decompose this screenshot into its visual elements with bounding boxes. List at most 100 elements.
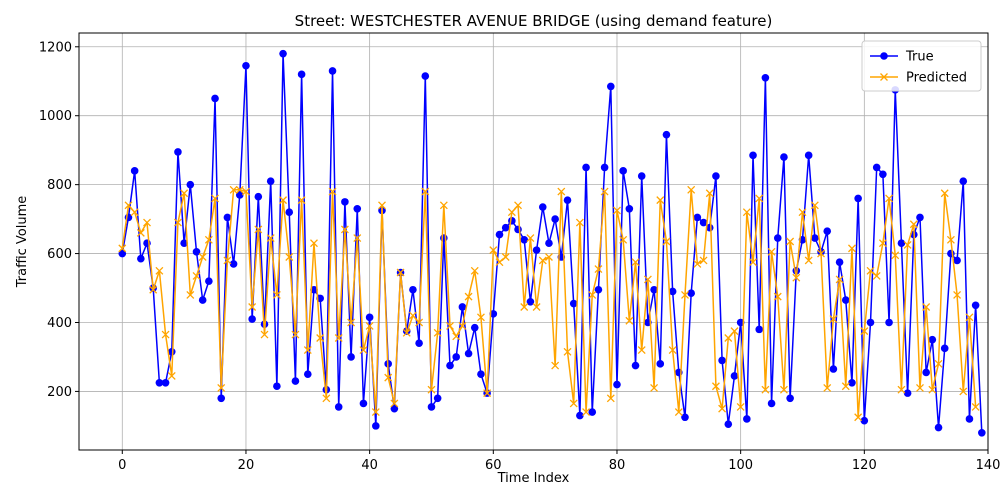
data-point	[835, 275, 844, 284]
legend-swatch-marker	[880, 73, 888, 81]
data-point	[625, 204, 634, 213]
data-point	[959, 387, 968, 396]
x-tick-label: 0	[118, 458, 126, 473]
data-point	[773, 234, 782, 242]
data-point	[681, 413, 689, 422]
data-point	[780, 153, 788, 161]
data-point	[427, 403, 436, 411]
data-point	[229, 260, 238, 268]
data-point	[946, 235, 955, 244]
data-point	[446, 361, 454, 370]
data-point	[433, 328, 442, 337]
data-point	[137, 254, 145, 263]
x-tick-label: 40	[361, 458, 378, 473]
data-point	[594, 285, 603, 294]
data-point	[699, 218, 708, 227]
data-point	[359, 346, 368, 355]
data-point	[916, 213, 924, 222]
data-point	[909, 220, 918, 229]
data-point	[656, 196, 665, 205]
data-point	[755, 325, 764, 334]
data-point	[823, 227, 832, 235]
data-point	[464, 349, 473, 358]
data-point	[563, 196, 572, 204]
data-point	[619, 167, 627, 175]
data-point	[470, 323, 479, 332]
data-point	[656, 360, 665, 368]
data-point	[118, 244, 127, 253]
data-point	[415, 318, 424, 327]
legend-swatch-marker	[880, 52, 888, 60]
data-point	[810, 201, 819, 210]
data-point	[687, 289, 695, 297]
data-point	[742, 208, 751, 217]
data-point	[736, 402, 745, 411]
data-point	[409, 285, 417, 294]
data-point	[167, 371, 176, 380]
legend-label: True	[905, 50, 934, 65]
data-point	[223, 256, 232, 265]
data-point	[588, 408, 597, 416]
data-point	[254, 192, 263, 201]
data-point	[273, 382, 281, 391]
data-point	[161, 378, 170, 387]
data-point	[582, 163, 590, 172]
data-point	[724, 420, 733, 428]
data-point	[272, 290, 281, 299]
data-point	[532, 303, 541, 311]
data-point	[625, 316, 634, 325]
data-point	[662, 237, 671, 246]
data-point	[903, 389, 912, 397]
x-tick-label: 80	[609, 458, 626, 473]
data-point	[755, 194, 764, 203]
x-tick-label: 140	[976, 458, 1000, 473]
data-point	[186, 180, 195, 189]
y-tick-label: 600	[47, 247, 72, 262]
data-point	[804, 151, 813, 160]
data-point	[600, 187, 609, 196]
data-point	[934, 423, 943, 432]
x-tick-label: 20	[238, 458, 255, 473]
data-point	[483, 389, 492, 398]
data-point	[242, 61, 250, 70]
data-point	[310, 239, 318, 248]
data-point	[743, 415, 751, 423]
data-point	[254, 225, 263, 234]
x-tick-label: 60	[485, 458, 502, 473]
data-point	[328, 67, 337, 75]
data-point	[341, 198, 349, 206]
data-point	[835, 258, 844, 266]
data-point	[699, 256, 708, 265]
data-point	[761, 74, 770, 82]
data-point	[563, 347, 572, 356]
data-point	[248, 315, 256, 323]
data-point	[204, 235, 213, 244]
data-point	[186, 290, 195, 299]
data-point	[297, 70, 306, 79]
data-point	[452, 353, 461, 361]
data-point	[495, 258, 504, 267]
data-point	[693, 213, 702, 222]
data-point	[322, 394, 331, 403]
data-point	[631, 361, 640, 370]
data-point	[934, 359, 943, 368]
legend-item-predicted: Predicted	[870, 71, 967, 86]
data-point	[205, 277, 213, 285]
data-point	[959, 177, 968, 185]
data-point	[285, 208, 294, 217]
data-point	[464, 292, 473, 301]
data-point	[576, 411, 584, 420]
data-point	[569, 399, 578, 408]
series-predicted	[118, 185, 980, 422]
data-point	[297, 196, 306, 205]
legend-label: Predicted	[906, 71, 967, 86]
data-point	[804, 256, 813, 265]
data-point	[718, 356, 726, 365]
data-point	[347, 353, 355, 361]
data-point	[470, 266, 479, 275]
data-point	[359, 399, 368, 408]
data-point	[879, 170, 887, 179]
data-point	[143, 218, 151, 227]
y-tick-label: 400	[47, 316, 72, 331]
data-point	[650, 384, 659, 392]
